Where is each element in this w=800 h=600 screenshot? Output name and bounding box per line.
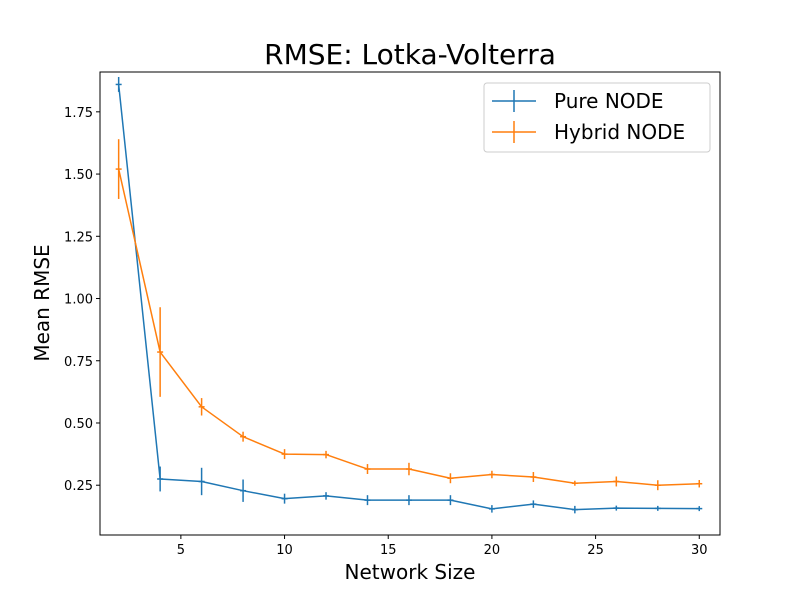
x-tick-label: 5 [177,543,185,558]
y-tick-label: 0.50 [64,417,93,432]
x-axis: 5 10 15 20 25 30 [177,535,708,558]
x-tick-label: 30 [691,543,708,558]
y-axis: 0.25 0.50 0.75 1.00 1.25 1.50 1.75 [64,106,100,494]
x-axis-label: Network Size [345,560,476,584]
y-tick-label: 1.50 [64,168,93,183]
x-tick-label: 15 [380,543,397,558]
x-tick-label: 10 [276,543,293,558]
x-tick-label: 20 [484,543,501,558]
plot-area [115,76,703,514]
legend-box [483,82,711,153]
y-tick-label: 1.75 [64,106,93,121]
y-tick-label: 0.75 [64,355,93,370]
legend-hybrid-node-label: Hybrid NODE [554,120,685,144]
legend: Pure NODE Hybrid NODE [483,82,711,153]
axes-frame [99,71,721,536]
hybrid-node-line [117,168,700,486]
y-axis-label: Mean RMSE [30,244,54,361]
y-tick-label: 1.25 [64,230,93,245]
legend-pure-node-label: Pure NODE [554,89,664,113]
y-tick-label: 1.00 [64,293,93,308]
chart-title: RMSE: Lotka-Volterra [264,38,556,71]
x-tick-label: 25 [587,543,604,558]
y-tick-label: 0.25 [64,479,93,494]
